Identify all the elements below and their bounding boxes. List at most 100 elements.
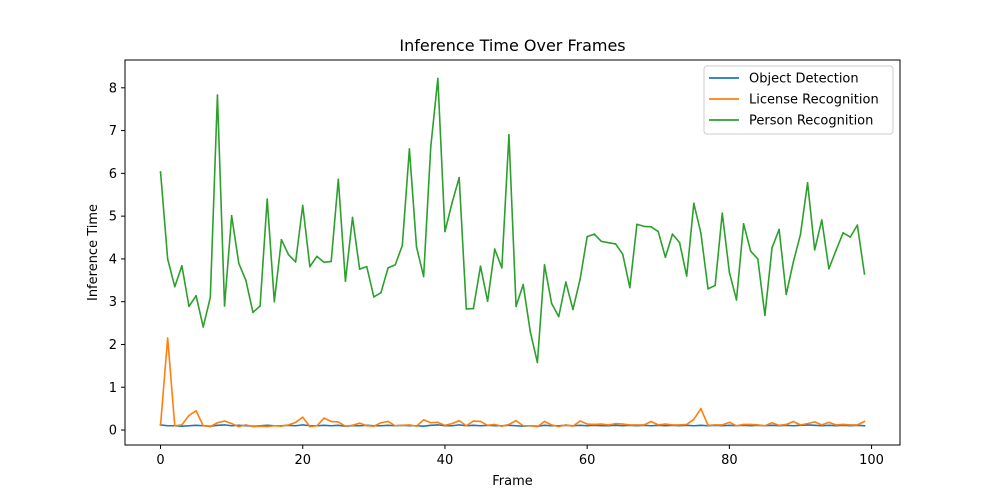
- data-point-person-recognition: [358, 268, 361, 270]
- data-point-object-detection: [700, 424, 702, 427]
- data-point-person-recognition: [522, 283, 524, 286]
- data-point-license-recognition: [678, 424, 681, 426]
- data-point-person-recognition: [365, 265, 368, 268]
- data-point-person-recognition: [721, 212, 724, 214]
- data-point-license-recognition: [202, 424, 205, 427]
- data-point-license-recognition: [536, 425, 539, 428]
- data-point-person-recognition: [820, 219, 823, 221]
- data-point-object-detection: [380, 424, 382, 427]
- data-point-license-recognition: [842, 423, 844, 426]
- data-point-person-recognition: [849, 236, 852, 238]
- data-point-person-recognition: [842, 232, 844, 234]
- data-point-license-recognition: [451, 422, 453, 425]
- data-point-person-recognition: [294, 261, 297, 263]
- y-axis-label: Inference Time: [86, 204, 101, 301]
- x-tick-label: 0: [156, 453, 164, 468]
- y-tick-label: 5: [109, 210, 117, 225]
- data-point-license-recognition: [173, 424, 176, 427]
- data-point-object-detection: [664, 424, 667, 427]
- data-point-license-recognition: [685, 423, 688, 426]
- data-point-person-recognition: [415, 246, 418, 248]
- y-tick-label: 2: [109, 338, 117, 353]
- data-point-license-recognition: [799, 424, 802, 426]
- data-point-license-recognition: [586, 423, 588, 425]
- data-point-license-recognition: [529, 424, 532, 427]
- data-point-object-detection: [515, 424, 517, 427]
- data-point-license-recognition: [209, 425, 212, 428]
- data-point-object-detection: [650, 424, 652, 427]
- data-point-person-recognition: [202, 326, 205, 328]
- data-point-person-recognition: [664, 256, 667, 259]
- data-point-person-recognition: [707, 288, 709, 290]
- data-point-person-recognition: [607, 241, 610, 244]
- data-point-person-recognition: [216, 94, 219, 96]
- data-point-person-recognition: [159, 171, 162, 173]
- x-tick-label: 40: [437, 453, 454, 468]
- data-point-license-recognition: [223, 420, 226, 422]
- data-point-license-recognition: [764, 424, 766, 427]
- data-point-person-recognition: [380, 291, 382, 294]
- data-point-person-recognition: [678, 241, 681, 244]
- axes-frame: [124, 59, 901, 446]
- data-point-person-recognition: [252, 311, 254, 314]
- y-tick-label: 1: [109, 381, 117, 396]
- data-point-license-recognition: [216, 421, 219, 424]
- x-tick-label: 80: [721, 453, 738, 468]
- data-point-license-recognition: [323, 417, 325, 419]
- data-point-person-recognition: [266, 198, 269, 200]
- data-point-person-recognition: [636, 223, 638, 226]
- data-point-person-recognition: [543, 264, 546, 266]
- data-point-person-recognition: [444, 230, 446, 233]
- data-point-person-recognition: [351, 216, 354, 219]
- data-point-person-recognition: [792, 261, 795, 263]
- data-point-license-recognition: [344, 425, 347, 427]
- data-point-person-recognition: [728, 271, 731, 273]
- data-point-license-recognition: [849, 424, 852, 426]
- data-point-person-recognition: [572, 308, 574, 311]
- data-point-object-detection: [387, 424, 389, 427]
- data-point-license-recognition: [237, 425, 240, 428]
- data-point-object-detection: [422, 425, 425, 427]
- series-license-recognition: [159, 337, 866, 428]
- data-point-license-recognition: [835, 424, 837, 426]
- x-tick-label: 100: [859, 453, 884, 468]
- data-point-license-recognition: [693, 418, 695, 421]
- data-point-license-recognition: [351, 424, 354, 427]
- x-tick-label: 20: [294, 453, 311, 468]
- data-point-person-recognition: [429, 146, 432, 149]
- data-point-license-recognition: [387, 420, 389, 423]
- data-point-license-recognition: [358, 422, 361, 424]
- data-point-object-detection: [330, 424, 332, 427]
- data-point-object-detection: [693, 424, 695, 427]
- data-point-person-recognition: [458, 176, 460, 179]
- data-point-license-recognition: [472, 420, 475, 422]
- data-point-license-recognition: [252, 425, 254, 428]
- y-tick-label: 6: [109, 167, 117, 182]
- data-point-license-recognition: [287, 424, 290, 426]
- legend-label: Object Detection: [749, 72, 859, 87]
- data-point-person-recognition: [437, 77, 439, 80]
- data-point-license-recognition: [330, 420, 332, 423]
- data-point-person-recognition: [643, 225, 645, 228]
- data-point-license-recognition: [522, 424, 524, 427]
- series-line-person-recognition: [159, 77, 866, 364]
- data-point-person-recognition: [799, 233, 802, 236]
- data-point-license-recognition: [700, 407, 702, 410]
- data-point-person-recognition: [195, 294, 197, 297]
- legend-frame: [703, 65, 894, 135]
- series-layer: [159, 77, 866, 428]
- data-point-license-recognition: [479, 420, 482, 423]
- data-point-license-recognition: [380, 421, 382, 424]
- legend-label: Person Recognition: [749, 114, 873, 129]
- data-point-person-recognition: [259, 305, 261, 307]
- data-point-person-recognition: [451, 202, 453, 204]
- data-point-person-recognition: [856, 224, 859, 226]
- data-point-license-recognition: [373, 425, 375, 427]
- data-point-person-recognition: [465, 308, 468, 310]
- data-point-license-recognition: [486, 424, 489, 427]
- data-point-object-detection: [337, 424, 340, 427]
- data-point-person-recognition: [301, 204, 304, 207]
- data-point-object-detection: [828, 424, 830, 427]
- data-point-person-recognition: [529, 330, 532, 333]
- data-point-person-recognition: [621, 253, 624, 256]
